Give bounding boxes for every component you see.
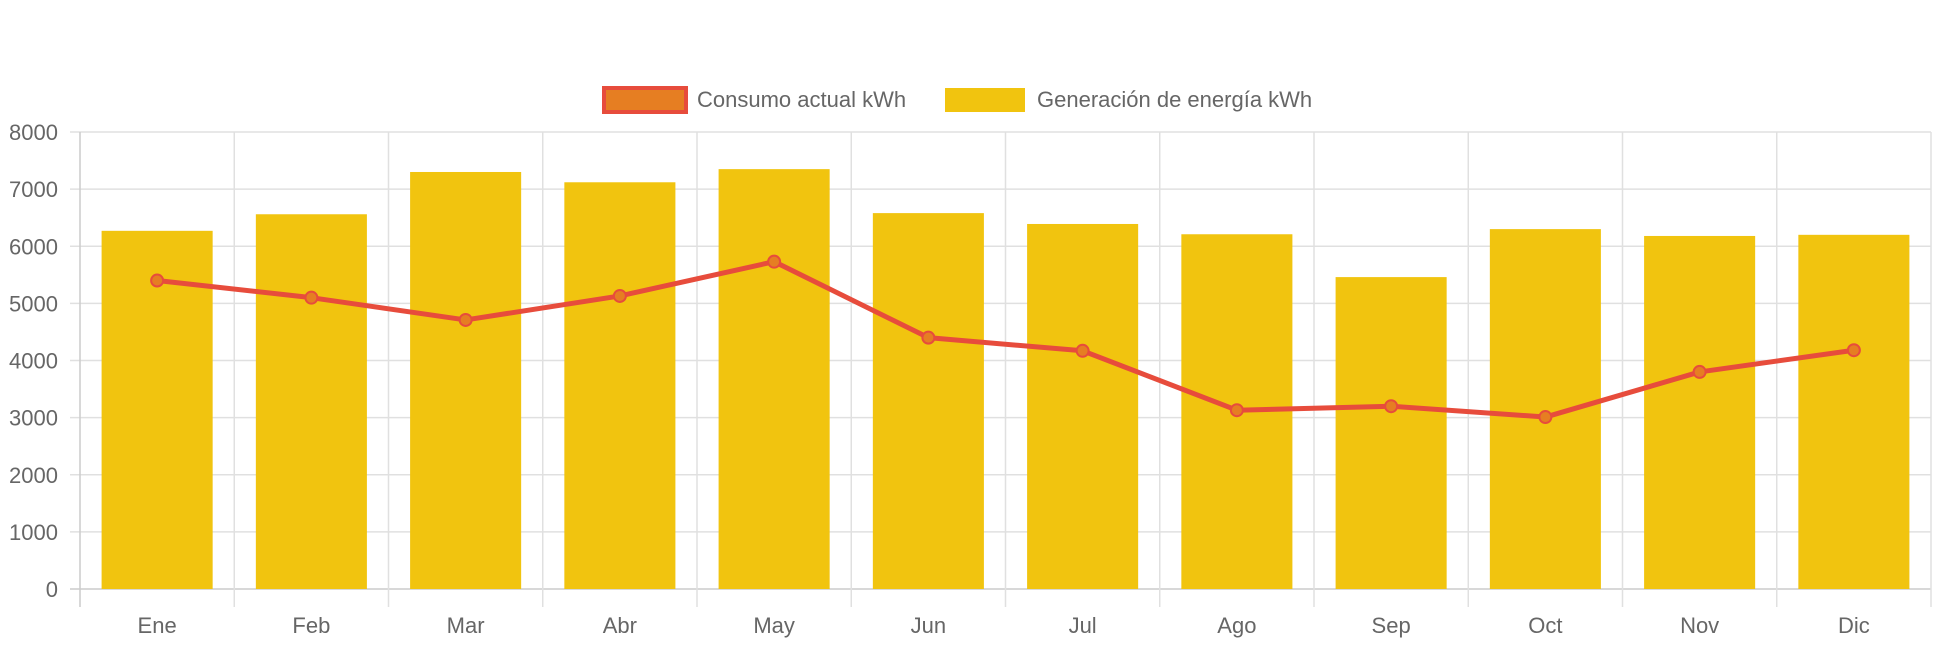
bar-series-generacion [101,169,1910,590]
point-ago[interactable] [1229,403,1244,418]
legend-item-consumo[interactable]: Consumo actual kWh [602,86,906,114]
point-abr[interactable] [612,288,627,303]
x-tick-label: Ago [1217,613,1256,638]
bar-nov[interactable] [1644,235,1756,589]
point-jun[interactable] [921,330,936,345]
x-tick-label: Dic [1838,613,1870,638]
bar-mar[interactable] [410,171,522,590]
point-dic[interactable] [1846,343,1861,358]
x-tick-label: Feb [292,613,330,638]
point-nov[interactable] [1692,364,1707,379]
legend-swatch-generacion [945,88,1025,112]
x-tick-label: Nov [1680,613,1719,638]
point-oct[interactable] [1538,410,1553,425]
legend-label-consumo: Consumo actual kWh [697,87,906,112]
line-series-consumo [150,254,1861,425]
point-jul[interactable] [1075,343,1090,358]
point-may[interactable] [767,254,782,269]
y-axis: 0 1000 2000 3000 4000 5000 6000 7000 8000 [9,120,58,602]
x-tick-label: Oct [1528,613,1562,638]
y-tick-label: 3000 [9,406,58,431]
bar-jul[interactable] [1027,223,1139,589]
bar-jun[interactable] [872,213,984,589]
y-tick-label: 2000 [9,463,58,488]
point-ene[interactable] [150,273,165,288]
point-mar[interactable] [458,312,473,327]
legend-swatch-consumo [602,86,688,114]
x-tick-label: Jun [911,613,946,638]
bar-feb[interactable] [255,214,367,589]
y-tick-label: 5000 [9,291,58,316]
y-tick-label: 1000 [9,520,58,545]
bar-may[interactable] [718,169,830,589]
x-tick-label: Ene [138,613,177,638]
x-tick-label: Mar [447,613,485,638]
legend-label-generacion: Generación de energía kWh [1037,87,1312,112]
point-feb[interactable] [304,290,319,305]
y-tick-label: 4000 [9,349,58,374]
bar-oct[interactable] [1489,229,1601,590]
consumo-line [156,259,1855,420]
y-tick-label: 0 [46,577,58,602]
bar-ene[interactable] [101,230,213,590]
bar-abr[interactable] [564,182,676,589]
x-tick-label: May [753,613,795,638]
legend-item-generacion[interactable]: Generación de energía kWh [945,87,1312,112]
x-tick-label: Abr [603,613,637,638]
x-axis: Ene Feb Mar Abr May Jun Jul Ago Sep Oct Nov Dic [138,613,1870,638]
x-tick-label: Sep [1372,613,1411,638]
x-tick-label: Jul [1069,613,1097,638]
y-tick-label: 8000 [9,120,58,145]
y-tick-label: 6000 [9,234,58,259]
point-sep[interactable] [1384,399,1399,414]
y-tick-label: 7000 [9,177,58,202]
legend: Consumo actual kWh Generación de energía… [602,86,1312,114]
grid [70,131,1932,607]
bar-sep[interactable] [1335,277,1447,589]
bar-dic[interactable] [1798,234,1910,589]
